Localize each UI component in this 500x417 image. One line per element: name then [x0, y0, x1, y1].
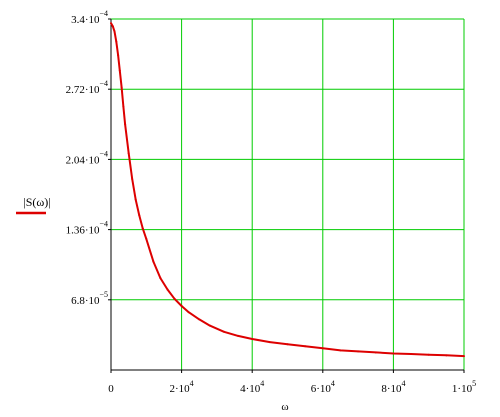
y-tick-label: 2.04·10−4 — [66, 149, 108, 166]
data-point — [357, 350, 360, 353]
data-point — [120, 86, 123, 89]
x-tick-exponent: 5 — [472, 379, 476, 388]
data-point — [131, 178, 134, 181]
x-tick-label: 1·105 — [452, 379, 476, 395]
y-axis-label: |S(ω)| — [23, 195, 50, 209]
data-point — [251, 338, 254, 341]
x-tick-label: 8·104 — [381, 379, 405, 395]
x-axis-label: ω — [281, 401, 288, 413]
data-point — [208, 324, 211, 327]
series-group — [110, 22, 465, 358]
x-tick-exponent: 4 — [401, 379, 405, 388]
y-tick-exponent: −4 — [99, 79, 108, 88]
data-point — [159, 277, 162, 280]
data-point — [166, 288, 169, 291]
data-point — [134, 198, 137, 201]
x-tick-label: 4·104 — [240, 379, 264, 395]
x-tick-exponent: 4 — [331, 379, 335, 388]
x-tick-label: 6·104 — [311, 379, 335, 395]
data-point — [110, 22, 112, 25]
x-tick-mantissa: 1·10 — [452, 383, 473, 395]
x-tick-exponent: 4 — [260, 379, 264, 388]
data-point — [113, 30, 116, 33]
data-point — [180, 304, 183, 307]
y-tick-mantissa: 1.36·10 — [66, 225, 100, 237]
data-point — [141, 227, 144, 230]
data-point — [374, 351, 377, 354]
data-point — [138, 214, 141, 217]
x-tick-label: 2·104 — [170, 379, 194, 395]
data-point — [124, 123, 127, 126]
series-line — [110, 22, 465, 358]
data-point — [111, 25, 114, 28]
y-tick-label: 2.72·10−4 — [66, 79, 108, 96]
data-point — [339, 349, 342, 352]
data-point — [173, 297, 176, 300]
data-point — [127, 152, 130, 155]
data-point — [187, 311, 190, 314]
y-axis-ticks: 6.8·10−51.36·10−42.04·10−42.72·10−43.4·1… — [66, 9, 111, 307]
x-tick-label: 0 — [108, 383, 114, 395]
x-tick-mantissa: 2·10 — [170, 383, 191, 395]
data-point — [198, 318, 201, 321]
y-tick-label: 3.4·10−4 — [71, 9, 108, 26]
data-point — [118, 69, 121, 72]
x-tick-mantissa: 8·10 — [381, 383, 402, 395]
y-axis-label-group: |S(ω)| — [16, 195, 51, 215]
data-point — [268, 341, 271, 344]
y-tick-exponent: −4 — [99, 9, 108, 18]
data-point — [392, 352, 395, 355]
grid-lines — [110, 18, 465, 371]
data-point — [286, 343, 289, 346]
y-tick-exponent: −4 — [99, 149, 108, 158]
data-point — [222, 330, 225, 333]
y-tick-mantissa: 2.04·10 — [66, 154, 100, 166]
y-tick-mantissa: 6.8·10 — [71, 295, 100, 307]
y-tick-label: 1.36·10−4 — [66, 220, 108, 237]
y-tick-mantissa: 2.72·10 — [66, 84, 100, 96]
data-point — [410, 352, 413, 355]
data-point — [237, 334, 240, 337]
data-point — [445, 354, 448, 357]
x-tick-mantissa: 4·10 — [240, 383, 261, 395]
data-point — [145, 237, 148, 240]
y-tick-exponent: −5 — [99, 290, 108, 299]
y-tick-exponent: −4 — [99, 220, 108, 229]
data-point — [427, 353, 430, 356]
data-point — [117, 54, 120, 57]
data-point — [152, 260, 155, 263]
x-tick-exponent: 4 — [190, 379, 194, 388]
data-point — [321, 347, 324, 350]
data-point — [463, 355, 465, 358]
data-point — [304, 345, 307, 348]
data-point — [115, 40, 118, 43]
y-tick-mantissa: 3.4·10 — [71, 14, 100, 26]
data-point — [122, 105, 125, 108]
x-tick-mantissa: 6·10 — [311, 383, 332, 395]
y-tick-label: 6.8·10−5 — [71, 290, 108, 307]
x-tick-mantissa: 0 — [108, 383, 114, 395]
x-axis-ticks: 0 2·104 4·104 6·104 8·104 1·105 — [108, 370, 476, 395]
